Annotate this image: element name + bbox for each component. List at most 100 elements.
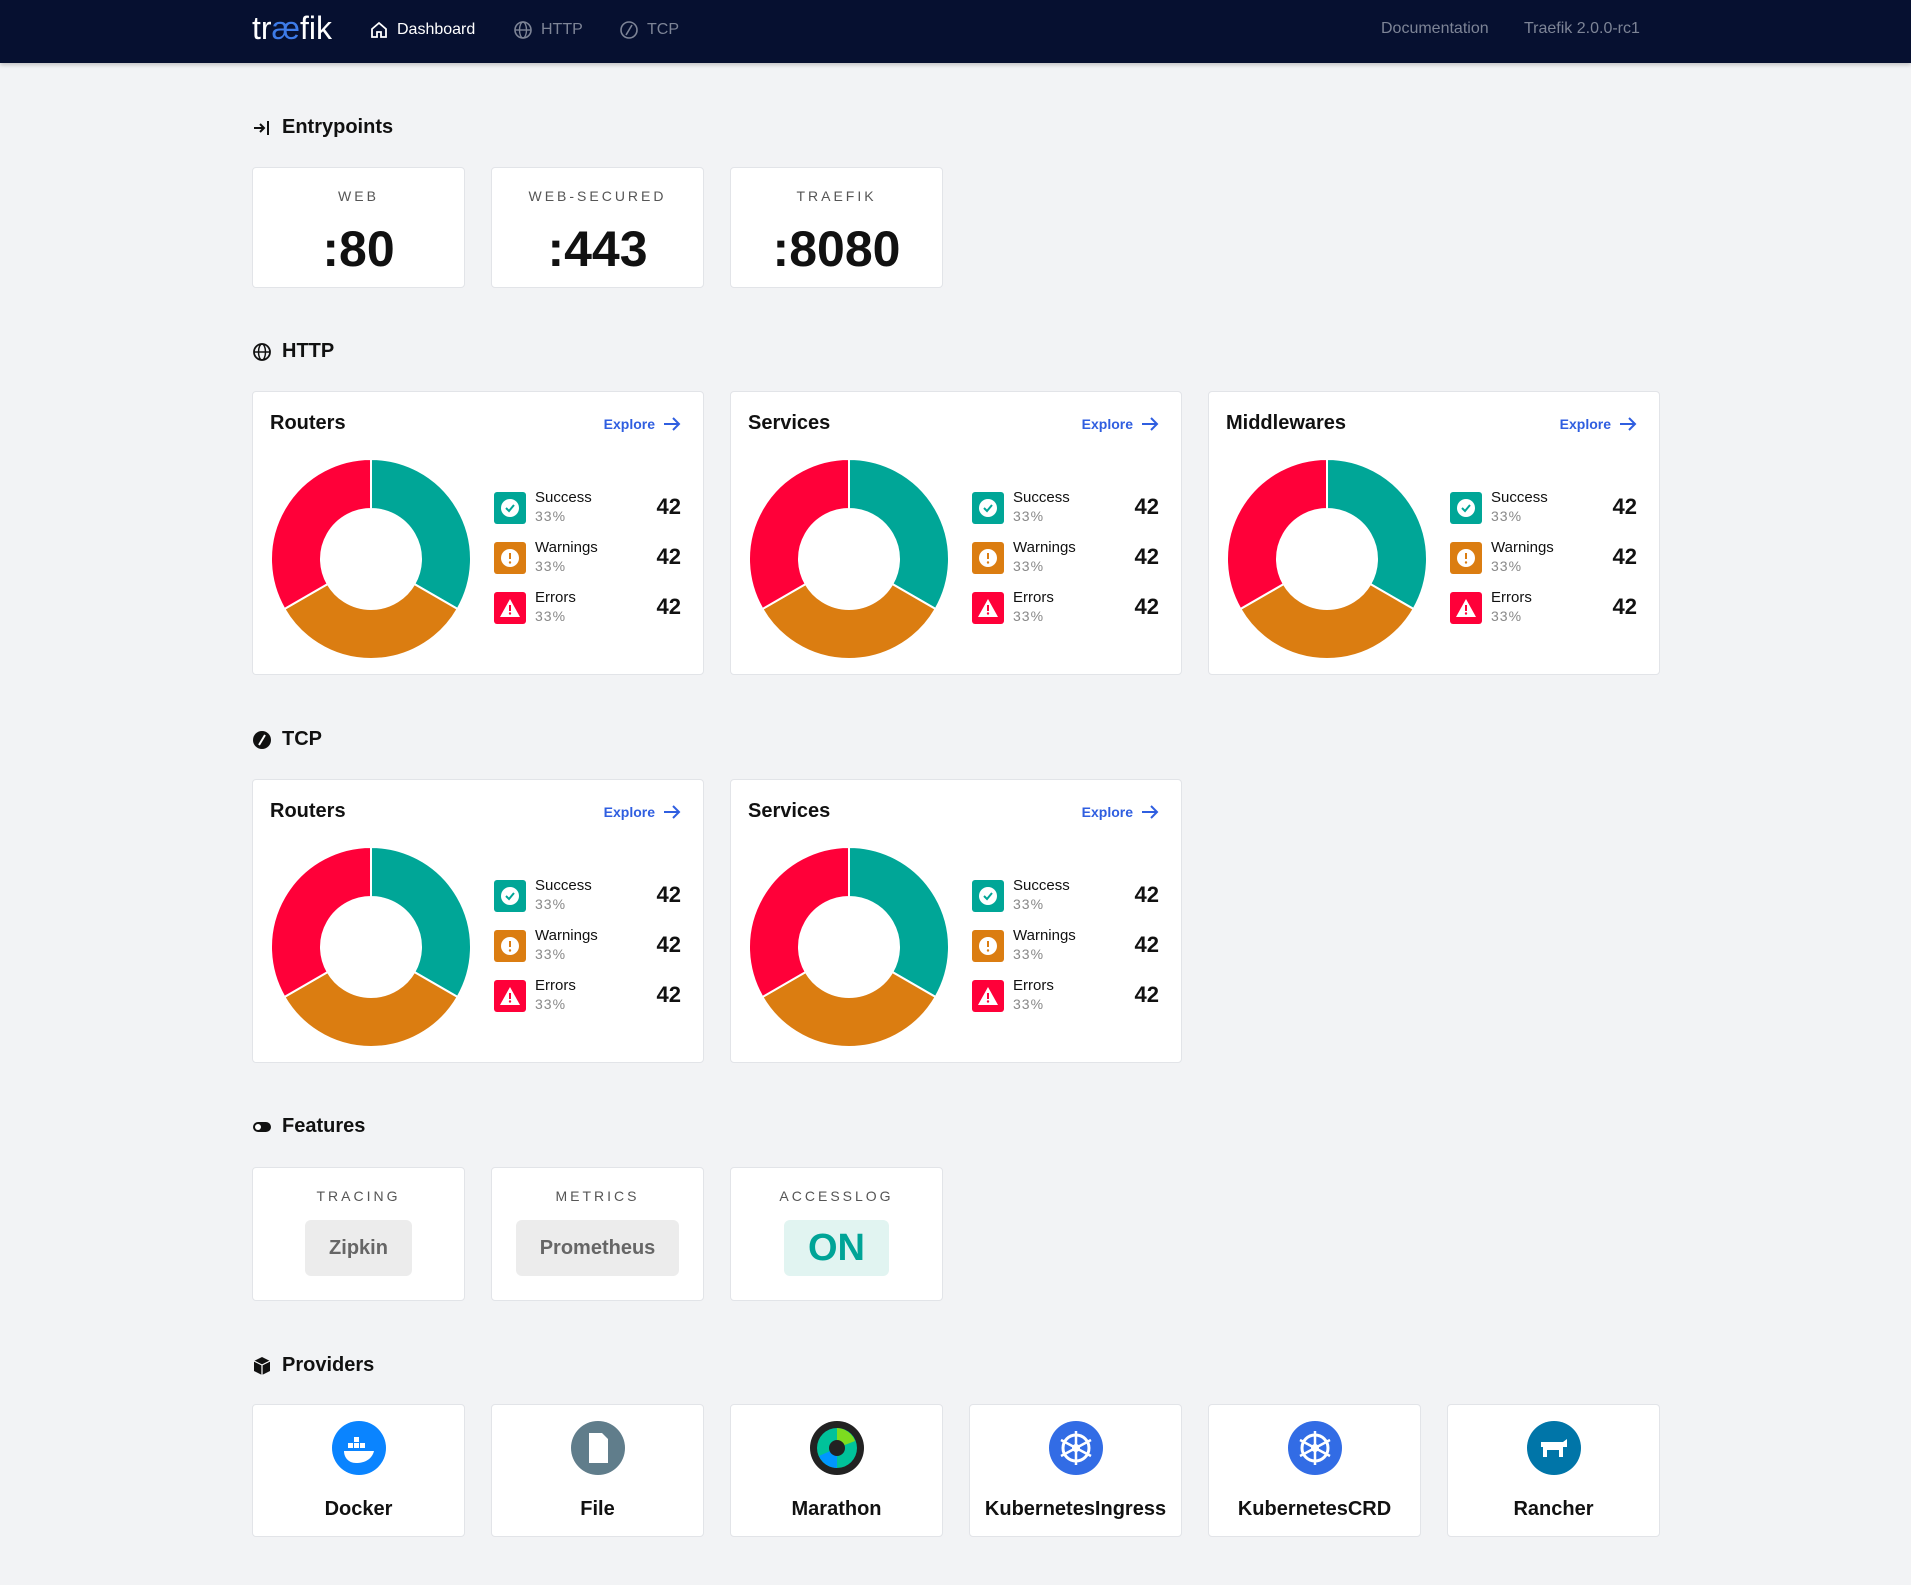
tcp-icon [620,21,638,39]
nav-tcp[interactable]: TCP [619,20,679,40]
provider-card-file[interactable]: File [491,1404,704,1537]
entrypoint-name: WEB [338,188,379,204]
nav-dashboard[interactable]: Dashboard [369,20,475,40]
exclamation-circle-icon [979,937,997,955]
warnings-badge [494,930,526,962]
legend-success: Success 33% 42 [494,488,681,528]
donut-slice-success [848,458,950,611]
status-donut-chart [270,846,472,1048]
arrow-right-icon [1620,417,1637,431]
feature-value: Zipkin [305,1220,412,1276]
provider-card-kubernetesingress[interactable]: KubernetesIngress [969,1404,1182,1537]
tcp-routers-panel: Routers Explore Success 33% 42 Warnings 33% 42 E… [252,779,704,1063]
success-badge [972,492,1004,524]
errors-badge [972,980,1004,1012]
explore-link[interactable]: Explore [604,804,681,820]
legend-count: 42 [1134,932,1159,957]
donut-slice-warnings [283,582,459,660]
legend-errors: Errors 33% 42 [494,588,681,628]
errors-badge [494,980,526,1012]
check-circle-icon [501,499,519,517]
check-circle-icon [1457,499,1475,517]
legend-percent: 33% [1013,508,1045,524]
entrypoint-card: WEB:80 [252,167,465,288]
feature-card: TRACING Zipkin [252,1167,465,1301]
success-badge [494,492,526,524]
legend-count: 42 [1134,982,1159,1007]
warnings-badge [1450,542,1482,574]
legend-label: Success [1013,489,1070,506]
kubernetes-icon [1287,1421,1342,1475]
panel-title: Middlewares [1226,412,1347,434]
legend-label: Warnings [1491,539,1554,556]
donut-slice-warnings [1239,582,1415,660]
nav-tcp-label: TCP [647,21,679,38]
warning-triangle-icon [1456,599,1476,617]
feature-card: ACCESSLOG ON [730,1167,943,1301]
provider-card-kubernetescrd[interactable]: KubernetesCRD [1208,1404,1421,1537]
section-entrypoints: Entrypoints [252,116,393,139]
status-donut-chart [748,846,950,1048]
section-providers: Providers [252,1354,374,1377]
check-circle-icon [979,499,997,517]
nav-http[interactable]: HTTP [513,20,583,40]
legend-errors: Errors 33% 42 [972,588,1159,628]
provider-name: Docker [324,1498,393,1520]
documentation-link[interactable]: Documentation [1381,20,1489,37]
provider-card-marathon[interactable]: Marathon [730,1404,943,1537]
provider-name: Rancher [1513,1498,1594,1520]
section-http: HTTP [252,340,334,363]
legend-warnings: Warnings 33% 42 [1450,538,1637,578]
explore-link[interactable]: Explore [604,416,681,432]
warnings-badge [494,542,526,574]
tcp-icon [253,730,271,749]
legend-percent: 33% [1491,608,1523,624]
arrow-right-icon [664,417,681,431]
arrow-right-icon [1142,805,1159,819]
provider-name: KubernetesIngress [984,1498,1167,1520]
donut-slice-success [370,846,472,999]
legend-label: Warnings [1013,927,1076,944]
donut-slice-errors [1226,458,1328,611]
exclamation-circle-icon [1457,549,1475,567]
feature-value: Prometheus [515,1220,680,1276]
status-donut-chart [270,458,472,660]
entrypoint-icon [254,120,269,135]
provider-name: Marathon [791,1498,882,1520]
legend-count: 42 [1612,494,1637,519]
explore-link[interactable]: Explore [1082,804,1159,820]
errors-badge [1450,592,1482,624]
legend-label: Warnings [535,539,598,556]
entrypoint-name: WEB-SECURED [528,188,667,204]
legend-count: 42 [656,982,681,1007]
explore-label: Explore [1081,804,1133,820]
legend-label: Errors [535,589,576,606]
globe-icon [514,21,532,39]
legend-warnings: Warnings 33% 42 [494,538,681,578]
arrow-right-icon [664,805,681,819]
donut-slice-errors [748,846,850,999]
legend-count: 42 [1134,882,1159,907]
nav-http-label: HTTP [541,21,583,38]
explore-link[interactable]: Explore [1560,416,1637,432]
warning-triangle-icon [500,599,520,617]
donut-slice-success [848,846,950,999]
exclamation-circle-icon [501,937,519,955]
legend-success: Success 33% 42 [972,876,1159,916]
legend-label: Errors [535,977,576,994]
traefik-logo[interactable]: træfik [252,10,332,46]
entrypoint-card: WEB-SECURED :443 [491,167,704,288]
http-services-panel: Services Explore Success 33% 42 Warnings 33% 42… [730,391,1182,675]
file-icon [570,1421,625,1475]
entrypoint-port: :443 [547,221,648,277]
provider-name: File [580,1498,615,1520]
legend-percent: 33% [1013,896,1045,912]
provider-card-docker[interactable]: Docker [252,1404,465,1537]
donut-slice-warnings [283,970,459,1048]
box-icon [253,1356,271,1375]
legend-percent: 33% [535,896,567,912]
legend-label: Warnings [535,927,598,944]
explore-link[interactable]: Explore [1082,416,1159,432]
legend-label: Success [1013,877,1070,894]
provider-card-rancher[interactable]: Rancher [1447,1404,1660,1537]
